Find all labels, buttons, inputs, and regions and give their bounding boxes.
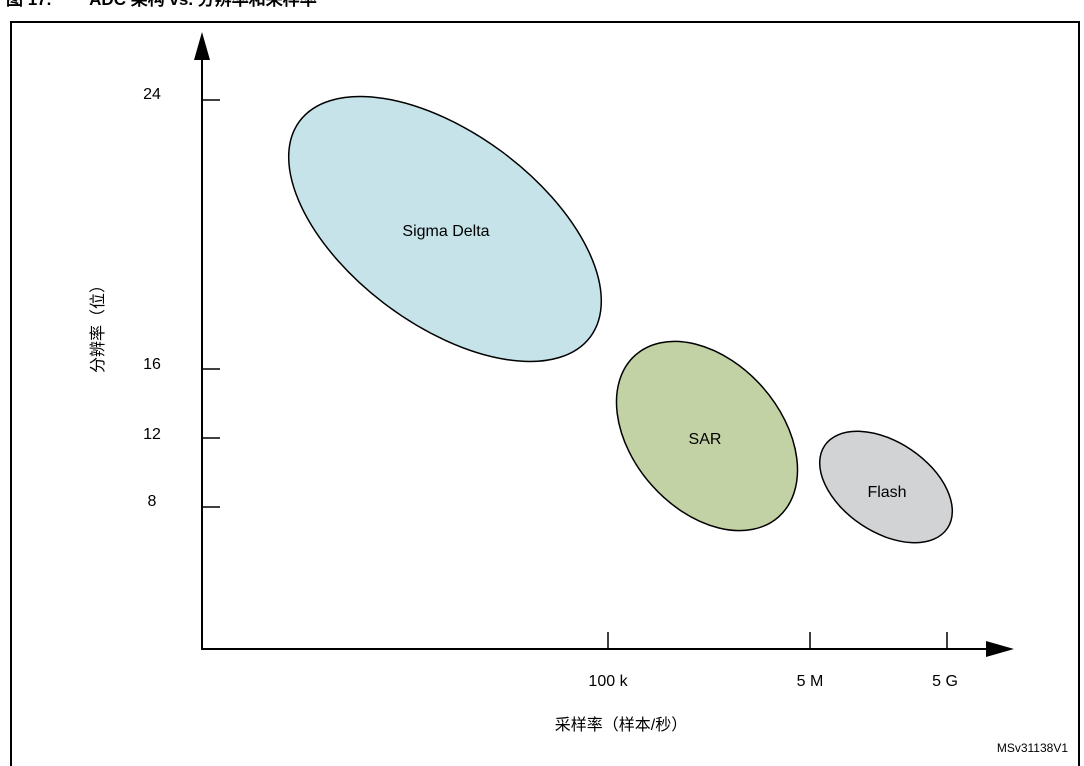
y-tick-label-16: 16: [143, 356, 161, 373]
figure-title: 图 17. ADC 架构 vs. 分辨率和采样率: [6, 0, 317, 10]
figure-id: MSv31138V1: [997, 741, 1068, 755]
y-tick-label-24: 24: [143, 86, 161, 103]
y-tick-label-8: 8: [148, 493, 157, 510]
sigma-delta-label: Sigma Delta: [402, 223, 489, 240]
x-tick-label-5m: 5 M: [797, 673, 824, 690]
figure-frame: [10, 21, 1080, 766]
sar-label: SAR: [689, 431, 722, 448]
x-axis-arrow: [986, 641, 1014, 657]
flash-label: Flash: [867, 484, 906, 501]
y-axis-arrow: [194, 32, 210, 60]
x-axis-label: 采样率（样本/秒）: [555, 716, 687, 734]
x-tick-label-100k: 100 k: [588, 673, 628, 690]
flash-region: [818, 430, 954, 544]
x-tick-label-5g: 5 G: [932, 673, 958, 690]
sigma-delta-region: [287, 95, 603, 363]
y-tick-label-12: 12: [143, 426, 161, 443]
sar-region: [615, 340, 799, 532]
y-axis-label: 分辨率（位）: [89, 277, 107, 373]
